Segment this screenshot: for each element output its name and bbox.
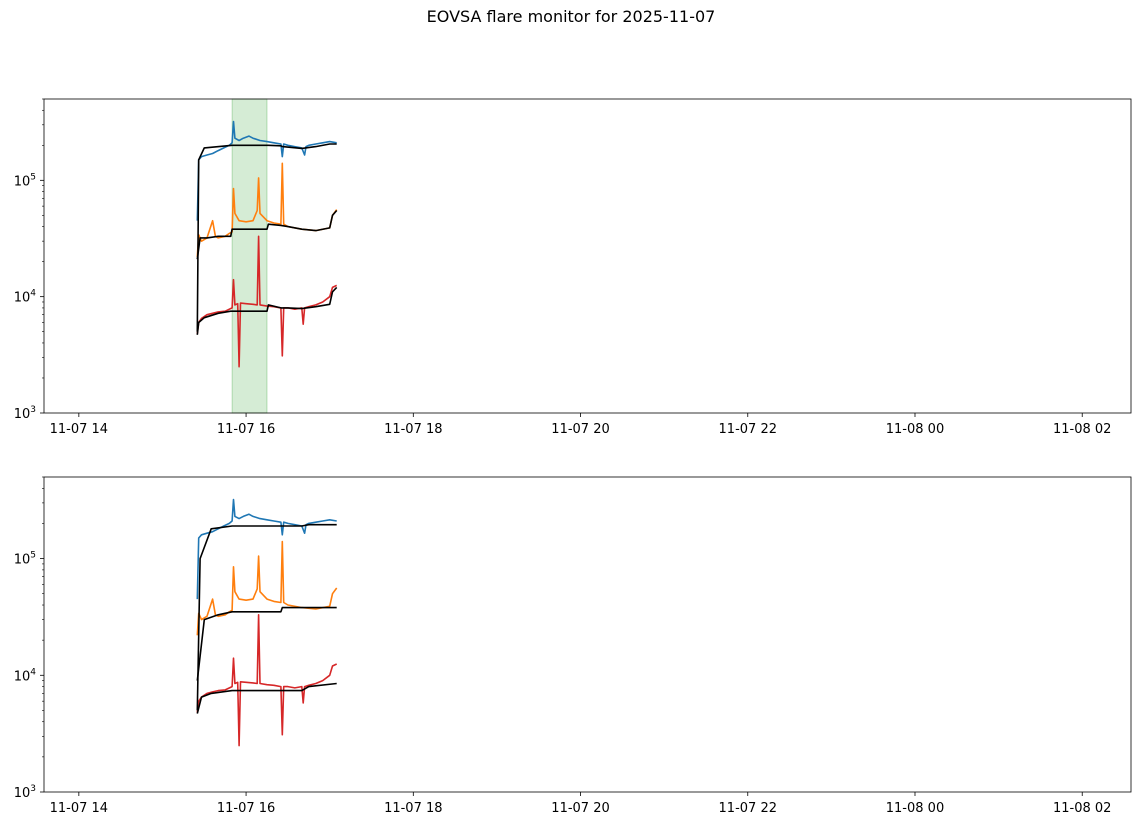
- series-line-3: [196, 523, 337, 711]
- series-line-4: [196, 606, 337, 681]
- x-tick-label: 11-08 00: [886, 801, 944, 816]
- y-tick-label: 105: [14, 551, 36, 568]
- figure-title: EOVSA flare monitor for 2025-11-07: [427, 7, 716, 26]
- series-line-5: [196, 682, 337, 714]
- y-tick-label: 104: [14, 289, 37, 306]
- panel-bottom: 11-07 14 11-07 16 11-07 18 11-07 20 11-07 22…: [14, 476, 1132, 816]
- series-line-3: [196, 143, 337, 332]
- y-tick-label: 105: [14, 172, 36, 189]
- x-tick-label: 11-08 00: [886, 422, 944, 437]
- x-tick-label: 11-07 20: [551, 422, 609, 437]
- x-tick-label: 11-07 18: [384, 801, 442, 816]
- axes-frame: [43, 98, 1132, 414]
- x-tick-label: 11-07 18: [384, 422, 442, 437]
- series-line-5: [196, 286, 338, 335]
- series-line-2: [196, 613, 338, 747]
- x-tick-label: 11-07 16: [217, 422, 275, 437]
- series-line-4: [196, 209, 338, 260]
- y-tick-label: 104: [14, 667, 37, 684]
- x-tick-label: 11-07 22: [719, 422, 777, 437]
- x-tick-label: 11-08 02: [1053, 422, 1111, 437]
- x-tick-label: 11-07 14: [50, 801, 108, 816]
- x-tick-label: 11-08 02: [1053, 801, 1111, 816]
- x-tick-label: 11-07 20: [551, 801, 609, 816]
- x-tick-label: 11-07 22: [719, 801, 777, 816]
- y-tick-label: 103: [14, 784, 36, 801]
- y-tick-label: 103: [14, 405, 36, 422]
- series-line-0: [196, 120, 337, 221]
- x-tick-label: 11-07 16: [217, 801, 275, 816]
- x-tick-label: 11-07 14: [50, 422, 108, 437]
- axes-frame: [43, 476, 1132, 793]
- panel-top: 11-07 14 11-07 16 11-07 18 11-07 20 11-07 22…: [14, 98, 1132, 437]
- series-line-0: [196, 498, 337, 600]
- series-line-1: [196, 540, 338, 636]
- flare-span-0: [231, 98, 268, 414]
